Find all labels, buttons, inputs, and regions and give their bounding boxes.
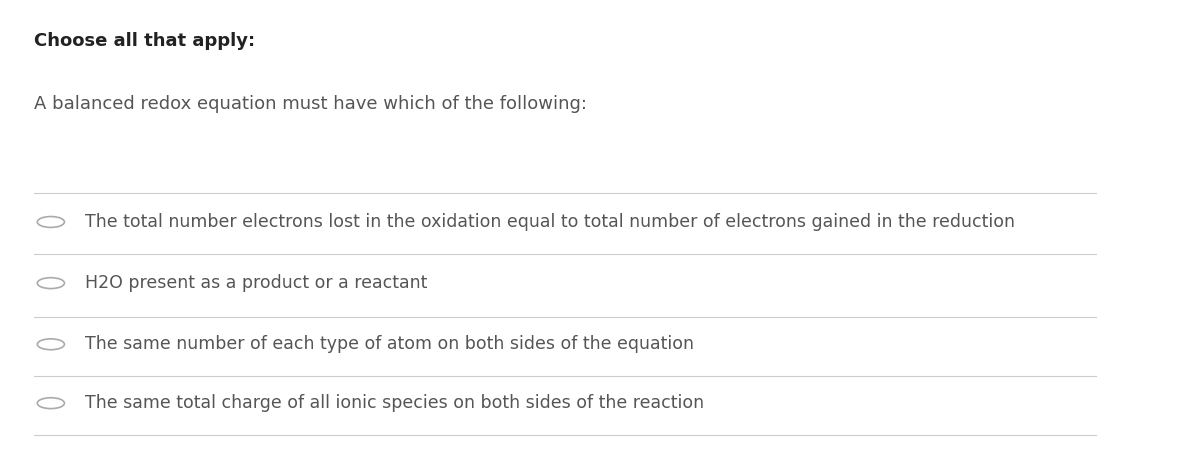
Text: Choose all that apply:: Choose all that apply: [34,32,256,50]
Text: H2O present as a product or a reactant: H2O present as a product or a reactant [85,274,427,292]
Text: The same number of each type of atom on both sides of the equation: The same number of each type of atom on … [85,335,694,353]
Text: The total number electrons lost in the oxidation equal to total number of electr: The total number electrons lost in the o… [85,213,1015,231]
Text: A balanced redox equation must have which of the following:: A balanced redox equation must have whic… [34,95,587,113]
Text: The same total charge of all ionic species on both sides of the reaction: The same total charge of all ionic speci… [85,394,704,412]
